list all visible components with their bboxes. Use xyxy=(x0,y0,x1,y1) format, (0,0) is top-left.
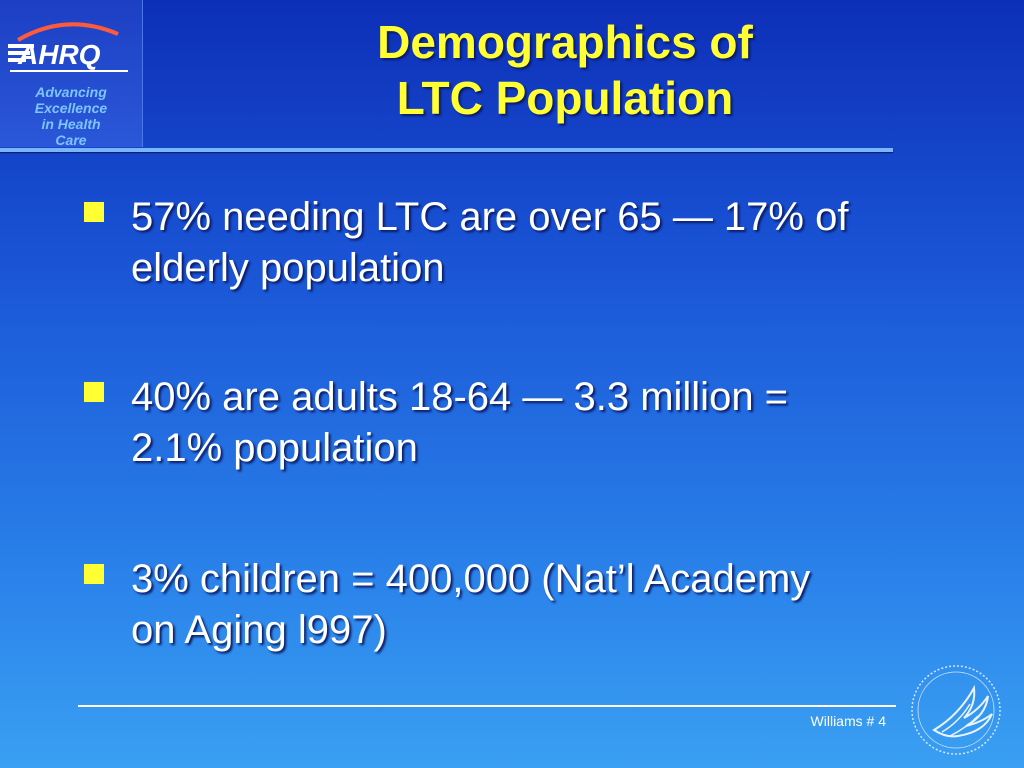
ahrq-logo: AHRQ Advancing Excellence in Health Care xyxy=(0,0,143,148)
title-line-2: LTC Population xyxy=(396,72,734,124)
bullet-square-icon xyxy=(84,564,104,584)
ahrq-wordmark: AHRQ xyxy=(17,39,101,70)
footer-divider xyxy=(78,705,896,707)
ahrq-logo-icon: AHRQ xyxy=(8,22,128,72)
bullet-text: 40% are adults 18-64 — 3.3 million = 2.1%… xyxy=(131,375,789,470)
title-divider xyxy=(0,148,893,152)
bullet-square-icon xyxy=(84,382,104,402)
logo-tagline: Advancing Excellence in Health Care xyxy=(34,84,108,148)
slide-number: Williams # 4 xyxy=(810,713,886,729)
bullet-text: 3% children = 400,000 (Nat’l Academy on A… xyxy=(131,557,811,652)
hhs-eagle-seal-icon xyxy=(911,665,1001,755)
bullet-square-icon xyxy=(84,202,104,222)
title-line-1: Demographics of xyxy=(377,16,753,68)
bullet-text: 57% needing LTC are over 65 — 17% of elde… xyxy=(131,195,849,290)
slide-title: Demographics of LTC Population xyxy=(250,14,880,126)
